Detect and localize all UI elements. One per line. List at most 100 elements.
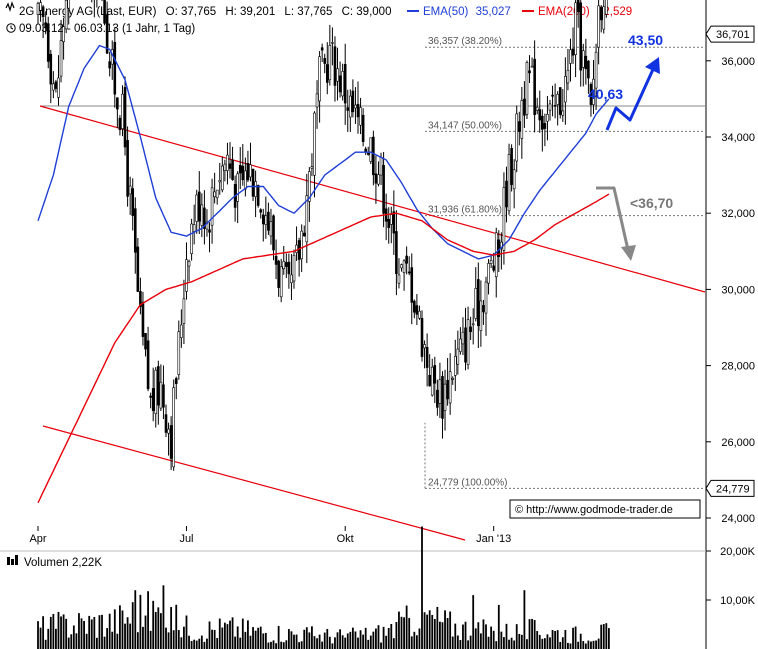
- volume-bar: [98, 615, 101, 649]
- volume-bar: [602, 624, 605, 649]
- candle-body: [579, 2, 583, 71]
- volume-bar: [482, 619, 485, 649]
- chart-header: 2G Energy AG (Last, EUR) O: 37,765 H: 39…: [5, 1, 632, 35]
- volume-bar: [193, 639, 196, 649]
- volume-bar: [359, 630, 362, 649]
- volume-bar: [275, 643, 277, 649]
- volume-title: Volumen 2,22K: [24, 557, 102, 569]
- volume-bar: [362, 634, 365, 649]
- volume-bar: [147, 591, 149, 649]
- candle-body: [159, 381, 163, 409]
- clock-icon: [6, 23, 16, 33]
- volume-bar: [231, 617, 234, 649]
- candle-body: [461, 331, 465, 345]
- candle-body: [602, 6, 606, 30]
- volume-bar: [513, 640, 516, 649]
- price-tick-label: 28,000: [721, 361, 755, 373]
- volume-bar: [298, 642, 301, 649]
- candle-body: [558, 87, 562, 115]
- candle-body: [274, 255, 278, 265]
- ema200-line: [37, 193, 610, 504]
- candle-body: [471, 323, 475, 326]
- volume-bar: [70, 634, 73, 649]
- candle-body: [259, 209, 263, 213]
- volume-bar: [357, 637, 359, 649]
- price-tag-box: [705, 479, 755, 497]
- candle-body: [241, 165, 245, 181]
- volume-bar: [587, 640, 590, 649]
- candle-body: [272, 215, 275, 251]
- fib-label: 34,147 (50.00%): [428, 120, 502, 131]
- volume-bar: [323, 632, 326, 649]
- candle-body: [487, 263, 490, 284]
- candle-body: [574, 2, 577, 55]
- target-arrow-down: [596, 186, 636, 261]
- candle-body: [305, 195, 309, 243]
- candle-body: [195, 194, 199, 222]
- candle-body: [133, 208, 137, 253]
- candle-body: [505, 180, 508, 208]
- volume-bar: [567, 642, 569, 649]
- volume-bar: [285, 640, 288, 649]
- volume-bar: [208, 621, 211, 649]
- volume-bar: [500, 631, 503, 649]
- volume-bar: [221, 627, 224, 649]
- candle-body: [576, 0, 580, 12]
- volume-bar: [331, 643, 334, 649]
- candle-body: [185, 259, 188, 292]
- candle-body: [177, 331, 181, 375]
- volume-bar: [52, 613, 55, 649]
- volume-bar: [211, 629, 213, 649]
- fib-label: 36,357 (38.20%): [428, 36, 502, 47]
- candle-body: [361, 114, 365, 142]
- candle-body: [62, 26, 65, 42]
- candle-body: [389, 214, 393, 225]
- upper-channel-line: [39, 105, 706, 293]
- candle-body: [405, 255, 408, 264]
- volume-bar: [129, 623, 132, 649]
- candle-body: [39, 2, 42, 11]
- candle-body: [231, 159, 234, 180]
- volume-bar: [433, 619, 436, 649]
- candle-body: [205, 221, 209, 230]
- candle-body: [313, 112, 316, 176]
- volume-bar: [339, 629, 341, 649]
- price-tick-label: 26,000: [721, 437, 755, 449]
- candle-body: [238, 165, 242, 174]
- candle-body: [213, 191, 216, 197]
- candle-body: [295, 244, 298, 253]
- volume-bar: [83, 620, 85, 649]
- volume-bar: [262, 633, 265, 649]
- candle-body: [523, 98, 526, 116]
- volume-bar: [111, 631, 114, 649]
- volume-bar: [47, 628, 50, 649]
- candle-body: [279, 266, 283, 298]
- candle-body: [443, 383, 447, 411]
- volume-bar: [93, 616, 96, 649]
- volume-bar: [177, 630, 180, 649]
- candle-body: [482, 305, 485, 313]
- volume-bar: [180, 637, 183, 649]
- volume-bar: [88, 615, 91, 649]
- volume-bar: [372, 631, 375, 649]
- candle-body: [197, 191, 201, 222]
- candle-body: [448, 371, 452, 404]
- volume-bar: [116, 633, 119, 649]
- candle-body: [300, 230, 303, 260]
- volume-bar: [431, 614, 434, 649]
- volume-bar: [328, 636, 331, 649]
- volume-bar: [270, 641, 272, 649]
- candle-body: [512, 169, 516, 190]
- volume-bar: [520, 634, 523, 649]
- candle-body: [126, 140, 129, 197]
- volume-bar: [354, 631, 357, 649]
- chart-type-icon: [5, 1, 15, 13]
- price-axis: 46,00044,00042,00040,00038,00036,00034,0…: [705, 0, 755, 649]
- volume-bar: [436, 606, 439, 649]
- volume-bar: [206, 638, 208, 649]
- candle-body: [338, 75, 342, 93]
- volume-bar: [456, 635, 459, 649]
- candle-body: [41, 7, 45, 17]
- volume-bar: [185, 615, 188, 649]
- volume-bar: [600, 624, 603, 649]
